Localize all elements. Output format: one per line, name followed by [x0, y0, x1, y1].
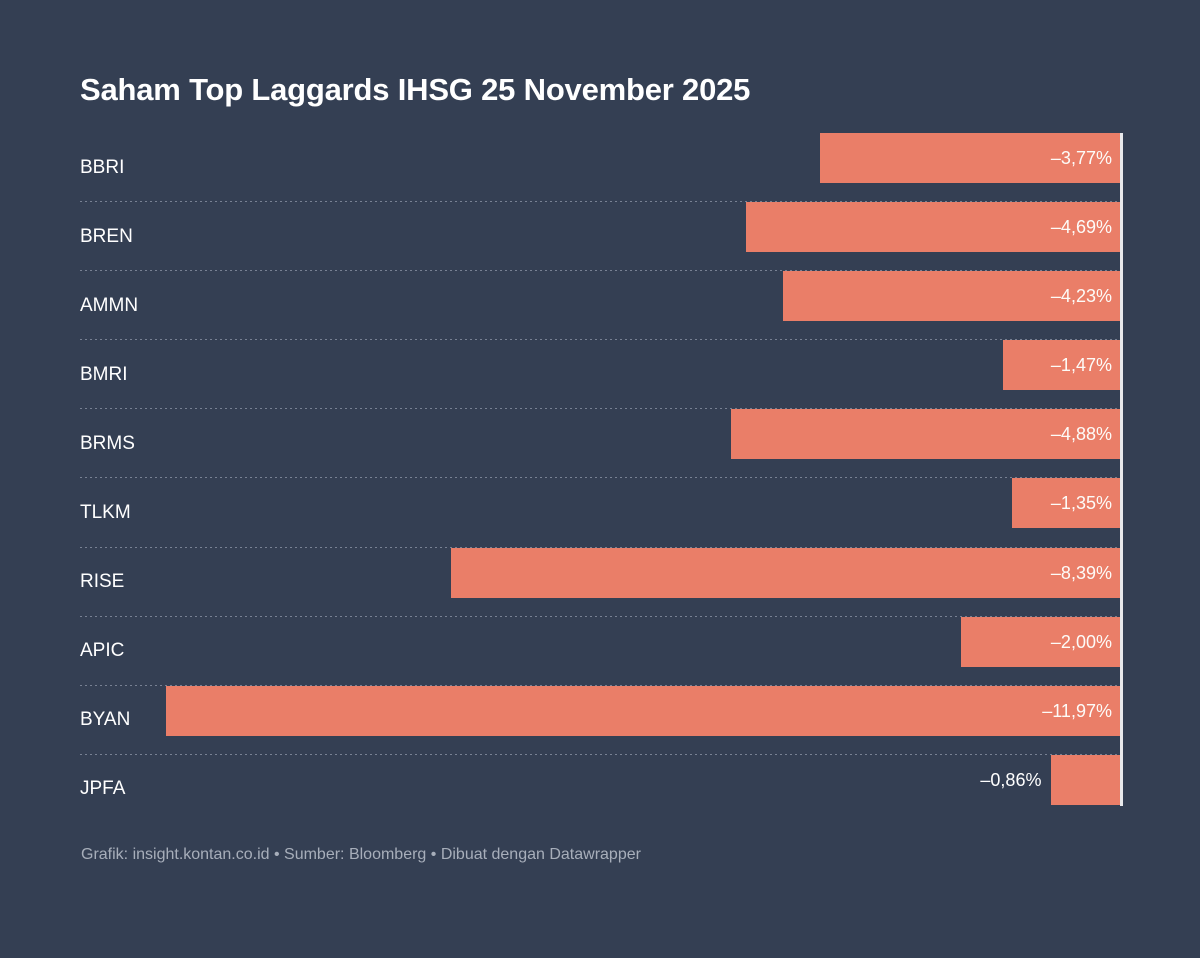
- bar-category-label: RISE: [80, 571, 125, 593]
- bar-value-label: –4,88%: [1050, 424, 1112, 445]
- bar-row[interactable]: BYAN –11,97%: [80, 685, 1122, 755]
- bar-category-label: BYAN: [80, 709, 131, 731]
- bar-track: –4,69%: [80, 202, 1122, 253]
- bar-value-label: –8,39%: [1050, 562, 1112, 583]
- bar-value-label: –11,97%: [1042, 700, 1112, 721]
- chart-title: Saham Top Laggards IHSG 25 November 2025: [80, 72, 751, 107]
- bar[interactable]: –8,39%: [451, 547, 1120, 598]
- bar-row[interactable]: AMMN –4,23%: [80, 271, 1122, 341]
- bar-track: –8,39%: [80, 547, 1122, 598]
- row-gridline: [80, 546, 1122, 548]
- bar-row[interactable]: BREN –4,69%: [80, 202, 1122, 272]
- bar[interactable]: [1051, 754, 1120, 805]
- bar-category-label: BREN: [80, 225, 133, 247]
- row-gridline: [80, 408, 1122, 410]
- bar-value-label: –4,23%: [1050, 286, 1112, 307]
- bar[interactable]: –4,88%: [731, 409, 1120, 460]
- bar-category-label: AMMN: [80, 294, 139, 316]
- bar-chart-plot-area: BBRI –3,77% BREN –4,69% AMMN –4,23% BMRI –1,47%…: [80, 133, 1122, 806]
- bar-row[interactable]: TLKM –1,35%: [80, 478, 1122, 548]
- bar-value-label: –2,00%: [1050, 631, 1112, 652]
- bar[interactable]: –2,00%: [960, 616, 1120, 667]
- bar-track: –4,23%: [80, 271, 1122, 322]
- row-gridline: [80, 477, 1122, 479]
- bar-value-label: –1,35%: [1050, 493, 1112, 514]
- bar-value-label: –3,77%: [1050, 148, 1112, 168]
- bar-row[interactable]: JPFA –0,86%: [80, 754, 1122, 824]
- bar-row[interactable]: BMRI –1,47%: [80, 340, 1122, 410]
- bar[interactable]: –11,97%: [166, 685, 1120, 736]
- row-gridline: [80, 684, 1122, 686]
- bar-track: –4,88%: [80, 409, 1122, 460]
- bar-category-label: APIC: [80, 640, 125, 662]
- bar-category-label: BBRI: [80, 156, 125, 178]
- chart-footer-credit: Grafik: insight.kontan.co.id • Sumber: B…: [81, 846, 641, 863]
- bar[interactable]: –4,69%: [746, 202, 1120, 253]
- bar-value-label: –4,69%: [1050, 217, 1112, 238]
- zero-axis-line: [1120, 133, 1123, 806]
- bar-track: –11,97%: [80, 685, 1122, 736]
- bar-row[interactable]: BBRI –3,77%: [80, 133, 1122, 203]
- bar-row[interactable]: BRMS –4,88%: [80, 409, 1122, 479]
- row-gridline: [80, 270, 1122, 272]
- bar-track: –3,77%: [80, 133, 1122, 183]
- row-gridline: [80, 339, 1122, 341]
- bar-row[interactable]: RISE –8,39%: [80, 547, 1122, 617]
- bar-track: –1,35%: [80, 478, 1122, 529]
- bar-track: –2,00%: [80, 616, 1122, 667]
- bar-track: –1,47%: [80, 340, 1122, 391]
- row-gridline: [80, 201, 1122, 203]
- row-gridline: [80, 753, 1122, 755]
- bar-row[interactable]: APIC –2,00%: [80, 616, 1122, 686]
- row-gridline: [80, 615, 1122, 617]
- bar-value-label: –1,47%: [1050, 355, 1112, 376]
- bar-category-label: BMRI: [80, 363, 128, 385]
- bar-category-label: BRMS: [80, 432, 135, 454]
- bar-value-label: –0,86%: [980, 769, 1042, 790]
- bar-track: –0,86%: [80, 754, 1122, 805]
- bar[interactable]: –4,23%: [782, 271, 1120, 322]
- bar-category-label: JPFA: [80, 778, 126, 800]
- bar-category-label: TLKM: [80, 502, 131, 524]
- bar[interactable]: –1,35%: [1012, 478, 1120, 529]
- bar[interactable]: –3,77%: [819, 133, 1120, 183]
- bar[interactable]: –1,47%: [1002, 340, 1120, 391]
